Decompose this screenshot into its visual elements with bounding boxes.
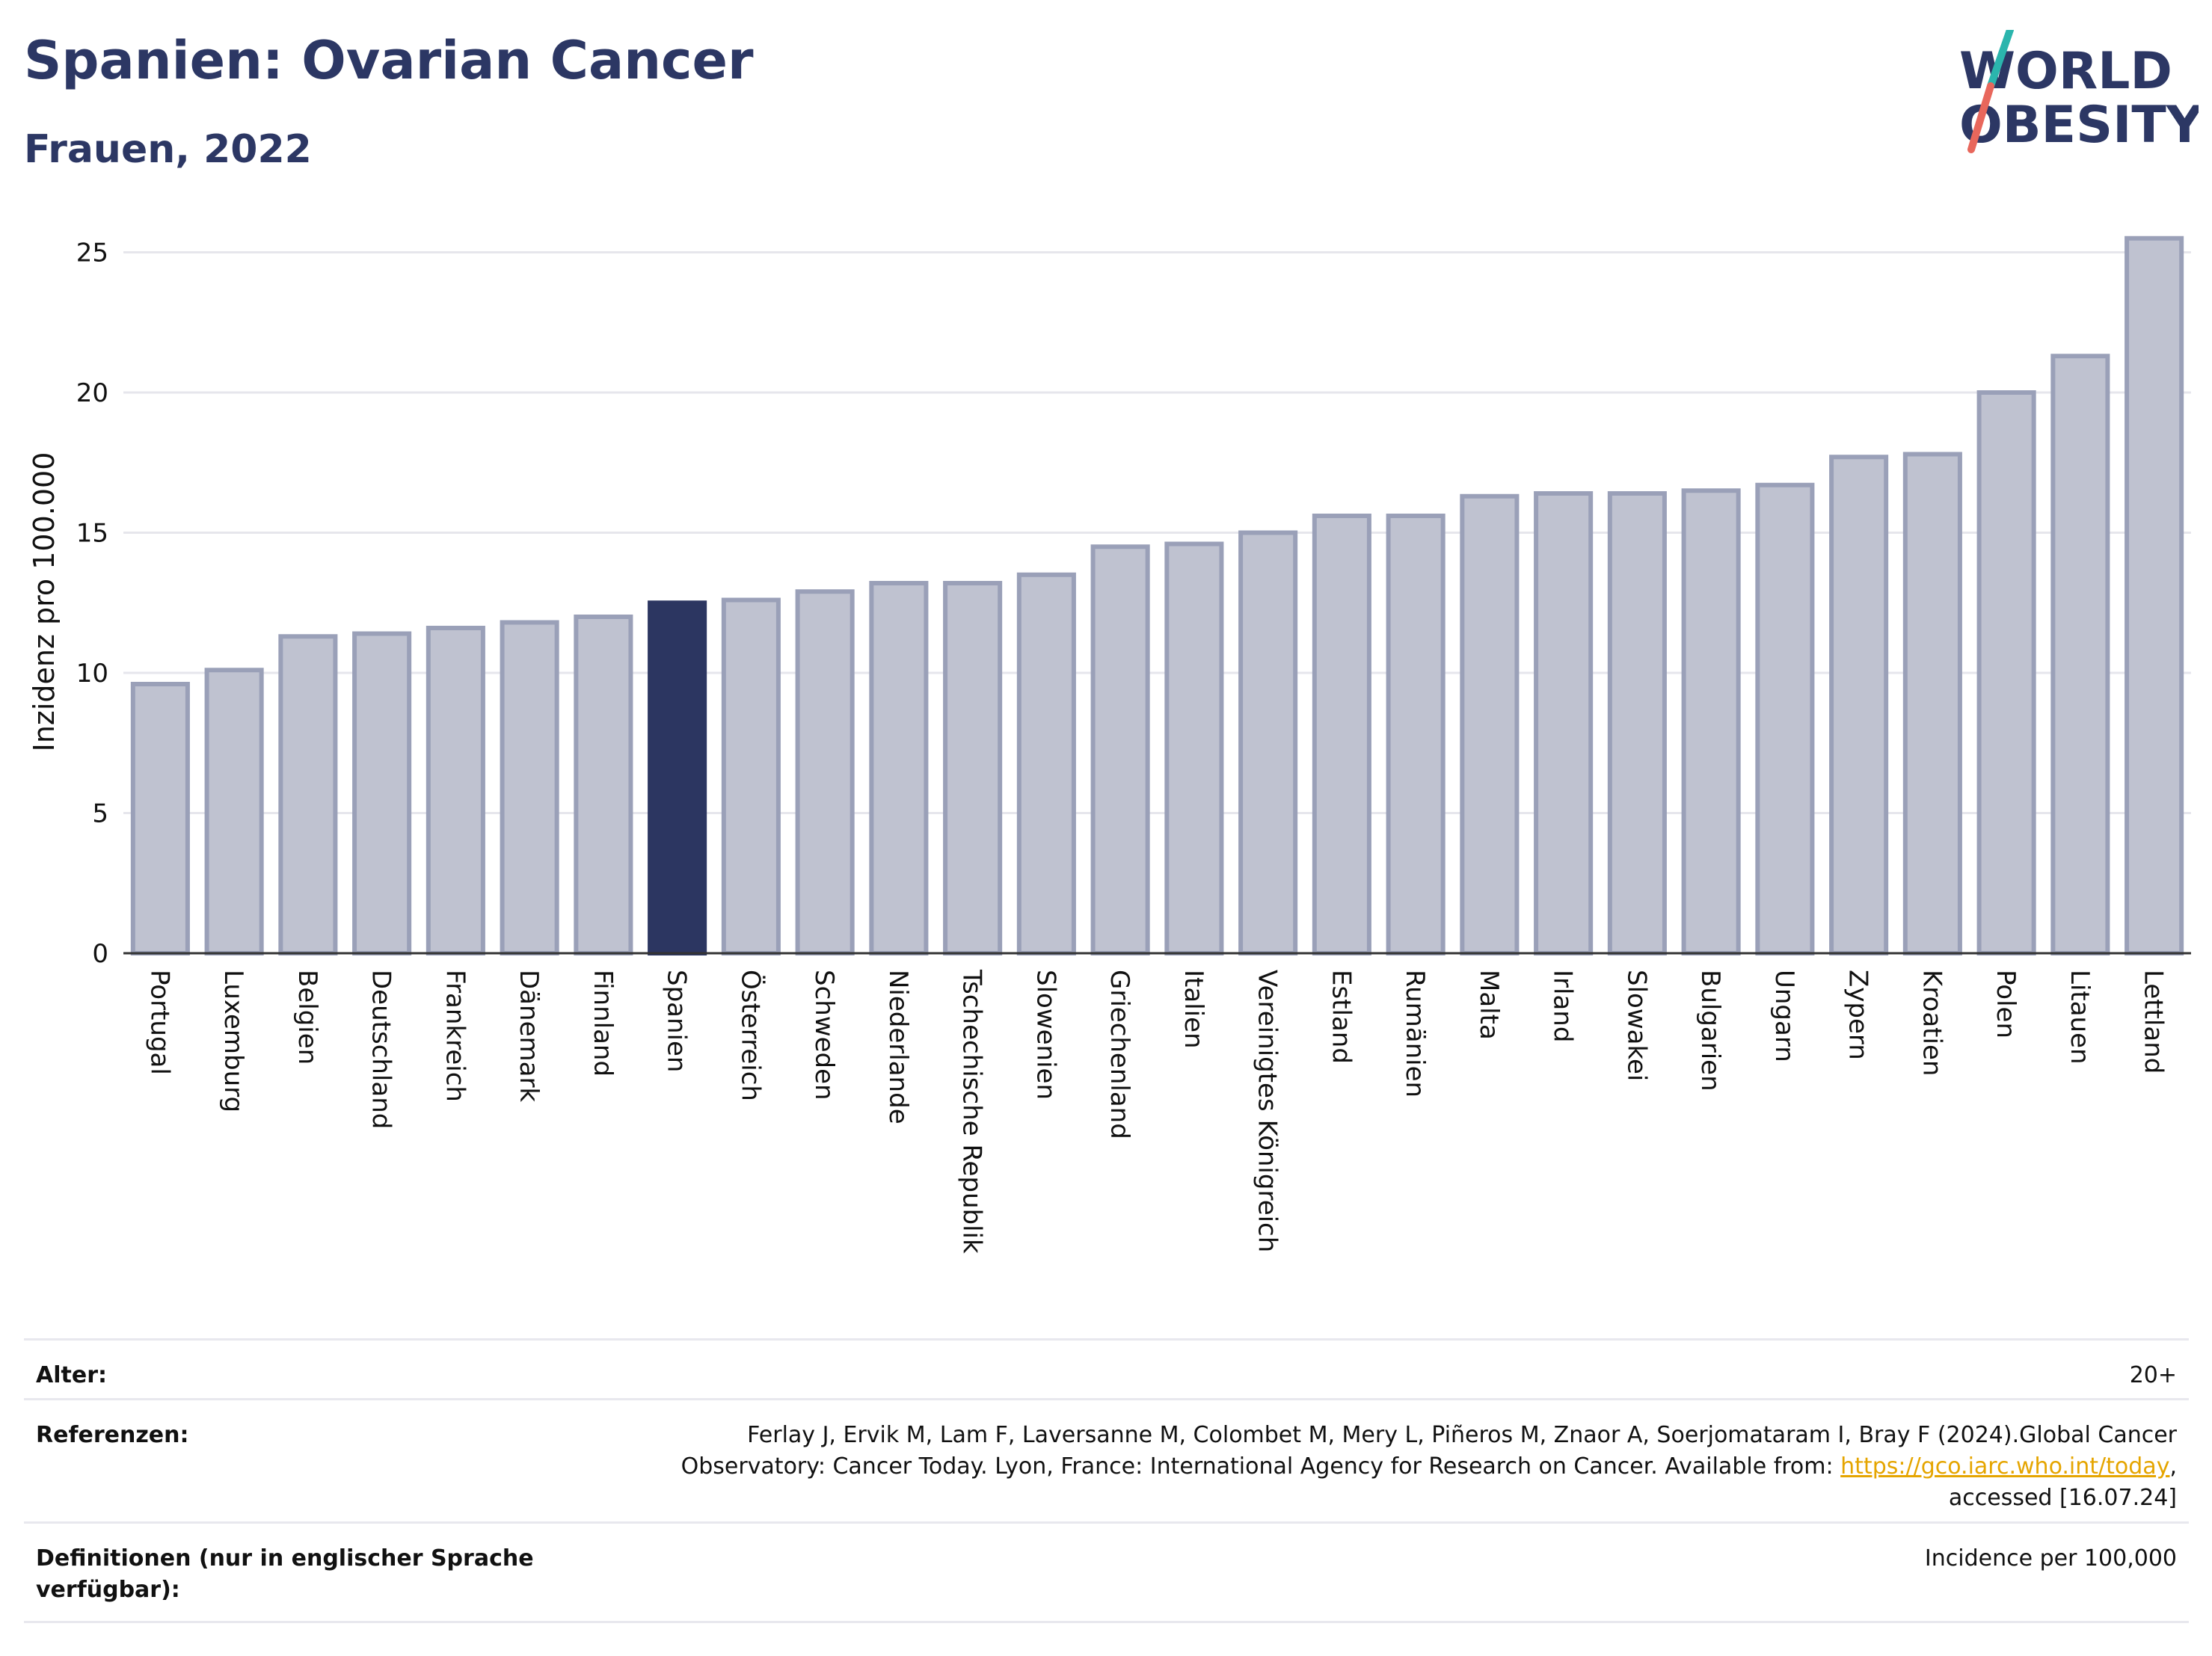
bar-niederlande[interactable]: [869, 581, 929, 955]
x-tick-label: Griechenland: [1105, 970, 1134, 1139]
x-tick-label: Deutschland: [366, 970, 396, 1129]
bar-vereinigtes-königreich[interactable]: [1238, 530, 1298, 955]
references-line2-text: Observatory: Cancer Today. Lyon, France:…: [681, 1453, 1841, 1480]
chart-title: Spanien: Ovarian Cancer: [24, 30, 754, 91]
bar-portugal[interactable]: [130, 682, 190, 955]
x-tick-label: Slowakei: [1621, 970, 1651, 1081]
meta-row-age: Alter: 20+: [24, 1338, 2189, 1400]
bar-finnland[interactable]: [574, 615, 633, 955]
x-tick-label: Lettland: [2139, 970, 2169, 1074]
y-tick-label: 15: [76, 519, 108, 549]
x-tick-label: Slowenien: [1030, 970, 1060, 1100]
x-tick-label: Estland: [1326, 970, 1356, 1064]
references-label: Referenzen:: [36, 1422, 189, 1448]
x-tick-label: Dänemark: [514, 970, 544, 1102]
bar-bulgarien[interactable]: [1681, 488, 1741, 955]
x-tick-label: Litauen: [2065, 970, 2095, 1065]
meta-row-references: Referenzen: Ferlay J, Ervik M, Lam F, La…: [24, 1398, 2189, 1524]
bar-kroatien[interactable]: [1902, 452, 1962, 955]
references-line2: Observatory: Cancer Today. Lyon, France:…: [681, 1451, 2177, 1483]
x-tick-label: Rumänien: [1400, 970, 1430, 1098]
bar-luxemburg[interactable]: [204, 668, 264, 955]
x-tick-label: Vereinigtes Königreich: [1253, 970, 1282, 1252]
chart-subtitle: Frauen, 2022: [24, 127, 312, 172]
x-tick-label: Spanien: [662, 970, 692, 1072]
y-tick-label: 20: [76, 378, 108, 408]
bar-zypern[interactable]: [1829, 455, 1889, 955]
bar-österreich[interactable]: [721, 597, 781, 955]
y-axis-label: Inzidenz pro 100.000: [28, 452, 61, 752]
bar-lettland[interactable]: [2125, 236, 2184, 955]
bar-polen[interactable]: [1976, 390, 2036, 955]
bar-rumänien[interactable]: [1386, 514, 1446, 955]
references-line2-end: ,: [2169, 1453, 2177, 1480]
x-tick-label: Zypern: [1843, 970, 1873, 1060]
x-tick-label: Belgien: [292, 970, 322, 1065]
definitions-label: Definitionen (nur in englischer Sprache …: [36, 1543, 534, 1606]
x-tick-label: Schweden: [809, 970, 839, 1101]
references-line1: Ferlay J, Ervik M, Lam F, Laversanne M, …: [747, 1422, 2177, 1448]
bar-tschechische-republik[interactable]: [943, 581, 1003, 955]
bar-frankreich[interactable]: [425, 626, 485, 955]
references-text: Ferlay J, Ervik M, Lam F, Laversanne M, …: [681, 1420, 2177, 1514]
x-tick-label: Finnland: [588, 970, 618, 1077]
bar-irland[interactable]: [1534, 491, 1594, 955]
x-tick-label: Portugal: [144, 970, 174, 1075]
bar-griechenland[interactable]: [1090, 544, 1150, 955]
x-tick-label: Ungarn: [1769, 970, 1799, 1062]
bar-estland[interactable]: [1312, 514, 1371, 955]
x-tick-label: Polen: [1991, 970, 2021, 1038]
bar-ungarn[interactable]: [1755, 482, 1815, 955]
bar-litauen[interactable]: [2050, 354, 2110, 955]
x-tick-label: Malta: [1474, 970, 1504, 1040]
age-label: Alter:: [36, 1362, 107, 1388]
x-tick-label: Tschechische Republik: [957, 969, 987, 1254]
bar-chart: 0 5 10 15 20 25 Portugal Luxemburg Belgien Deuts…: [28, 236, 2191, 1254]
bar-slowenien[interactable]: [1016, 572, 1076, 955]
x-tick-label: Irland: [1548, 970, 1578, 1042]
x-tick-label: Frankreich: [440, 970, 470, 1102]
x-tick-label: Kroatien: [1917, 970, 1947, 1076]
definitions-label-line2: verfügbar):: [36, 1577, 180, 1603]
bar-belgien[interactable]: [278, 634, 338, 955]
y-tick-label: 0: [92, 939, 108, 969]
y-tick-label: 25: [76, 238, 108, 268]
logo-line2: OBESITY: [1959, 96, 2199, 155]
bar-malta[interactable]: [1460, 493, 1520, 955]
references-link[interactable]: https://gco.iarc.who.int/today: [1840, 1453, 2170, 1480]
references-line3: accessed [16.07.24]: [1948, 1485, 2177, 1511]
y-tick-label: 10: [76, 659, 108, 689]
bar-dänemark[interactable]: [500, 620, 559, 955]
x-tick-label: Luxemburg: [218, 970, 248, 1112]
definitions-value: Incidence per 100,000: [1924, 1545, 2177, 1572]
x-tick-label: Bulgarien: [1695, 970, 1725, 1092]
bar-schweden[interactable]: [795, 589, 855, 955]
meta-row-definitions: Definitionen (nur in englischer Sprache …: [24, 1521, 2189, 1623]
bar-slowakei[interactable]: [1607, 491, 1667, 955]
x-tick-label: Österreich: [735, 970, 766, 1101]
bar-deutschland[interactable]: [352, 631, 412, 955]
world-obesity-logo: WORLD OBESITY: [1959, 30, 2199, 155]
definitions-label-line1: Definitionen (nur in englischer Sprache: [36, 1545, 534, 1572]
bar-spanien[interactable]: [648, 600, 707, 955]
x-tick-label: Italien: [1179, 970, 1208, 1049]
bar-italien[interactable]: [1164, 541, 1224, 955]
y-tick-label: 5: [92, 799, 108, 829]
x-tick-label: Niederlande: [883, 970, 913, 1124]
age-value: 20+: [2129, 1362, 2177, 1388]
